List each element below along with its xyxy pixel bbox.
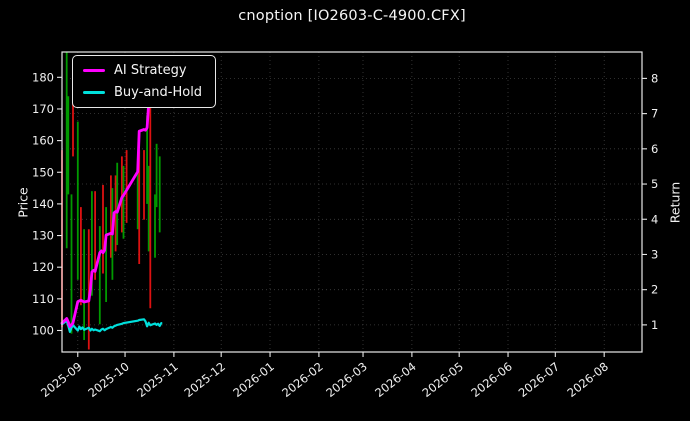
price-tick-label: 100 [32, 323, 54, 337]
date-tick-label: 2026-06 [468, 359, 514, 400]
date-tick-label: 2026-08 [565, 359, 611, 400]
date-tick-label: 2026-02 [279, 359, 325, 400]
legend-item-ai-strategy: AI Strategy [83, 64, 202, 77]
series-line-buy-and-hold [60, 318, 163, 333]
date-tick-label: 2026-01 [230, 359, 276, 400]
return-tick-label: 1 [651, 318, 658, 332]
date-tick-label: 2026-05 [420, 359, 466, 400]
return-tick-label: 2 [651, 283, 658, 297]
return-tick-label: 8 [651, 71, 658, 85]
date-tick-label: 2026-07 [516, 359, 562, 400]
return-tick-label: 6 [651, 142, 658, 156]
y-axis-label-return: Return [667, 181, 683, 224]
price-tick-label: 120 [32, 260, 54, 274]
date-tick-label: 2025-12 [182, 359, 228, 400]
buy-and-hold-line-swatch [83, 91, 105, 94]
legend-label: Buy-and-Hold [114, 85, 203, 100]
legend-label: AI Strategy [114, 63, 187, 78]
ai-strategy-line-swatch [83, 69, 105, 72]
return-tick-label: 3 [651, 247, 658, 261]
price-tick-label: 130 [32, 229, 54, 243]
price-tick-label: 170 [32, 102, 54, 116]
legend: AI Strategy Buy-and-Hold [72, 55, 217, 108]
series-line-ai-strategy [60, 101, 151, 329]
date-tick-label: 2025-09 [38, 359, 84, 400]
date-tick-label: 2025-10 [85, 359, 131, 400]
date-tick-label: 2026-03 [323, 359, 369, 400]
return-tick-label: 7 [651, 107, 658, 121]
legend-item-buy-and-hold: Buy-and-Hold [83, 86, 202, 99]
date-tick-label: 2026-04 [372, 359, 418, 400]
axes-ticks [57, 76, 647, 357]
plot-border [61, 51, 643, 353]
date-tick-label: 2025-11 [134, 359, 180, 400]
axes-tick-labels: 100 110 120 130 140 150 160 170 180 1 2 3 4 5 6 7 8 2025-… [32, 70, 658, 400]
return-tick-label: 5 [651, 177, 658, 191]
price-tick-label: 150 [32, 165, 54, 179]
price-tick-label: 160 [32, 134, 54, 148]
price-tick-label: 140 [32, 197, 54, 211]
price-tick-label: 110 [32, 292, 54, 306]
return-tick-label: 4 [651, 212, 658, 226]
y-axis-label-price: Price [15, 187, 31, 218]
price-tick-label: 180 [32, 70, 54, 84]
chart-title: cnoption [IO2603-C-4900.CFX] [238, 8, 466, 24]
